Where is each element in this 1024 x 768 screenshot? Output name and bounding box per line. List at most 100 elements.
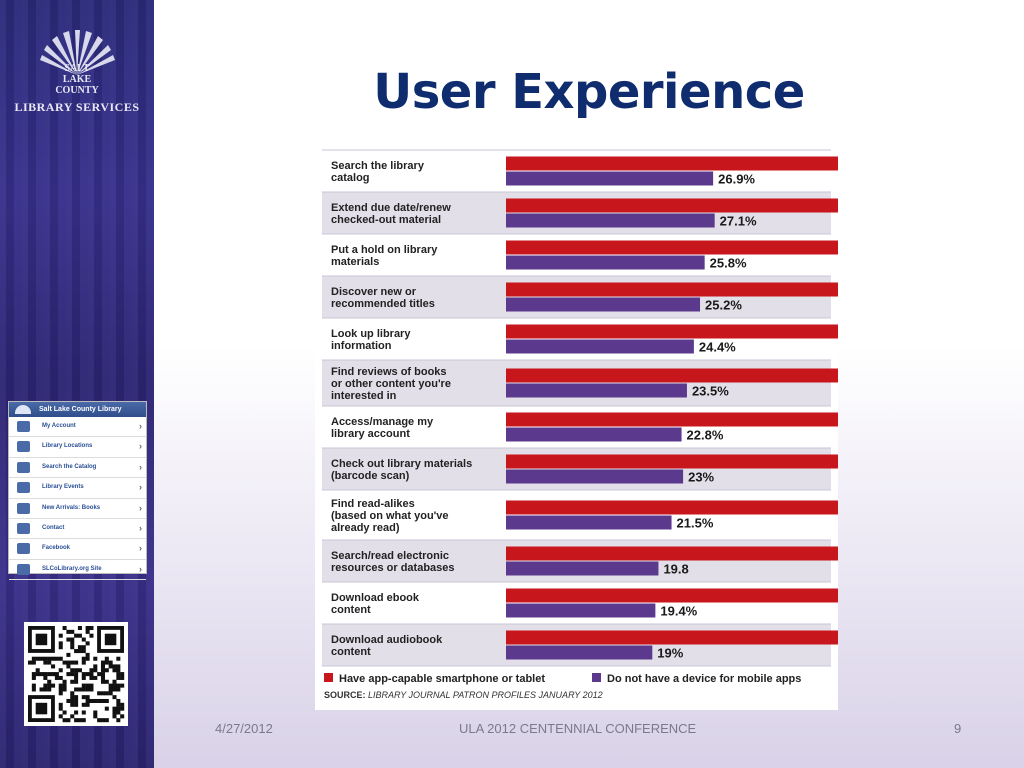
category-label: library account xyxy=(331,428,410,440)
app-menu-label: Search the Catalog xyxy=(42,463,97,470)
category-label: (based on what you've xyxy=(331,510,449,522)
chart: Search the librarycatalog60.2%26.9%Exten… xyxy=(315,140,1012,710)
books-icon xyxy=(17,502,30,514)
bar-no-device xyxy=(506,427,682,442)
app-menu-label: New Arrivals: Books xyxy=(42,504,101,511)
logo-text-salt: SALT xyxy=(64,63,90,74)
data-label-no-device: 25.2% xyxy=(705,298,742,313)
bar-no-device xyxy=(506,255,705,270)
category-label: (barcode scan) xyxy=(331,470,410,482)
data-label-no-device: 27.1% xyxy=(720,214,757,229)
data-label-no-device: 22.8% xyxy=(687,428,724,443)
chart-source: SOURCE: LIBRARY JOURNAL PATRON PROFILES … xyxy=(324,690,603,700)
bar-no-device xyxy=(506,297,701,312)
category-label: Discover new or xyxy=(331,286,417,298)
logo-text-lake: LAKE xyxy=(62,74,92,85)
app-menu-item: New Arrivals: Books › xyxy=(9,499,146,519)
app-menu-item: Facebook › xyxy=(9,539,146,560)
category-label: Check out library materials xyxy=(331,458,472,470)
app-logo-icon xyxy=(15,405,31,414)
bar-no-device xyxy=(506,469,684,484)
bar-no-device xyxy=(506,383,687,398)
data-label-no-device: 23% xyxy=(688,470,714,485)
data-label-no-device: 19.4% xyxy=(660,604,697,619)
bar-smartphone xyxy=(506,324,918,339)
bar-smartphone xyxy=(506,368,928,383)
app-menu-item: SLCoLibrary.org Site › xyxy=(9,560,146,581)
category-label: information xyxy=(331,340,392,352)
app-menu-label: Facebook xyxy=(42,545,71,552)
category-label: checked-out material xyxy=(331,214,441,226)
app-menu-label: SLCoLibrary.org Site xyxy=(42,565,102,572)
data-label-no-device: 25.8% xyxy=(710,256,747,271)
category-label: Download audiobook xyxy=(331,634,443,646)
logo-text-county: COUNTY xyxy=(55,85,99,96)
bar-no-device xyxy=(506,561,659,576)
account-icon xyxy=(17,421,30,432)
sidebar: SALT LAKE COUNTY LIBRARY SERVICES Salt L… xyxy=(0,0,154,768)
category-label: Extend due date/renew xyxy=(331,202,451,214)
calendar-icon xyxy=(17,482,30,494)
bar-smartphone xyxy=(506,546,880,561)
category-label: Look up library xyxy=(331,328,411,340)
bar-no-device xyxy=(506,603,656,618)
bar-no-device xyxy=(506,339,694,354)
category-label: content xyxy=(331,604,371,616)
app-menu-label: Contact xyxy=(42,524,65,531)
category-label: Find reviews of books xyxy=(331,366,447,378)
bar-no-device xyxy=(506,213,715,228)
bar-smartphone xyxy=(506,630,880,645)
legend-label-no-device: Do not have a device for mobile apps xyxy=(607,673,801,685)
bar-smartphone xyxy=(506,240,948,255)
bar-no-device xyxy=(506,515,672,530)
website-icon xyxy=(17,563,30,575)
library-logo: SALT LAKE COUNTY LIBRARY SERVICES xyxy=(10,30,144,120)
app-menu-item: Contact › xyxy=(9,519,146,540)
footer-date: 4/27/2012 xyxy=(215,721,273,736)
qr-code xyxy=(24,622,128,726)
bar-smartphone xyxy=(506,156,970,171)
data-label-no-device: 19.8 xyxy=(663,562,688,577)
chevron-right-icon: › xyxy=(139,461,142,472)
sunburst-icon xyxy=(40,30,115,75)
category-label: materials xyxy=(331,256,379,268)
logo-text-library-services: LIBRARY SERVICES xyxy=(14,100,140,114)
app-menu-item: Library Locations › xyxy=(9,437,146,458)
category-label: or other content you're xyxy=(331,378,451,390)
category-label: Search/read electronic xyxy=(331,550,449,562)
app-menu-label: My Account xyxy=(42,423,76,429)
category-label: Download ebook xyxy=(331,592,420,604)
chevron-right-icon: › xyxy=(139,522,142,533)
bar-smartphone xyxy=(506,282,949,297)
legend-swatch-smartphone xyxy=(324,673,333,682)
bar-no-device xyxy=(506,645,653,660)
app-menu-item: My Account › xyxy=(9,417,146,438)
data-label-no-device: 26.9% xyxy=(718,172,755,187)
app-screenshot: Salt Lake County Library My Account › Lib… xyxy=(8,401,147,581)
data-label-no-device: 24.4% xyxy=(699,340,736,355)
data-label-no-device: 23.5% xyxy=(692,384,729,399)
chart-row-background xyxy=(322,490,831,540)
category-label: content xyxy=(331,646,371,658)
bar-smartphone xyxy=(506,500,912,515)
bar-smartphone xyxy=(506,588,873,603)
category-label: interested in xyxy=(331,390,397,402)
chevron-right-icon: › xyxy=(139,421,142,431)
contact-icon xyxy=(17,522,30,534)
catalog-icon xyxy=(17,461,30,473)
app-menu-label: Library Events xyxy=(42,484,84,491)
data-label-no-device: 19% xyxy=(657,646,683,661)
category-label: already read) xyxy=(331,522,400,534)
qr-code-icon xyxy=(28,626,125,723)
bar-smartphone xyxy=(506,454,915,469)
category-label: Find read-alikes xyxy=(331,498,415,510)
chevron-right-icon: › xyxy=(139,482,142,493)
app-menu-item: Library Events › xyxy=(9,478,146,499)
category-label: Search the library xyxy=(331,160,425,172)
chevron-right-icon: › xyxy=(139,502,142,513)
chevron-right-icon: › xyxy=(139,563,142,574)
legend-swatch-no-device xyxy=(592,673,601,682)
chart-row-background xyxy=(322,360,831,406)
app-header-title: Salt Lake County Library xyxy=(39,406,122,413)
app-header: Salt Lake County Library xyxy=(9,402,146,417)
